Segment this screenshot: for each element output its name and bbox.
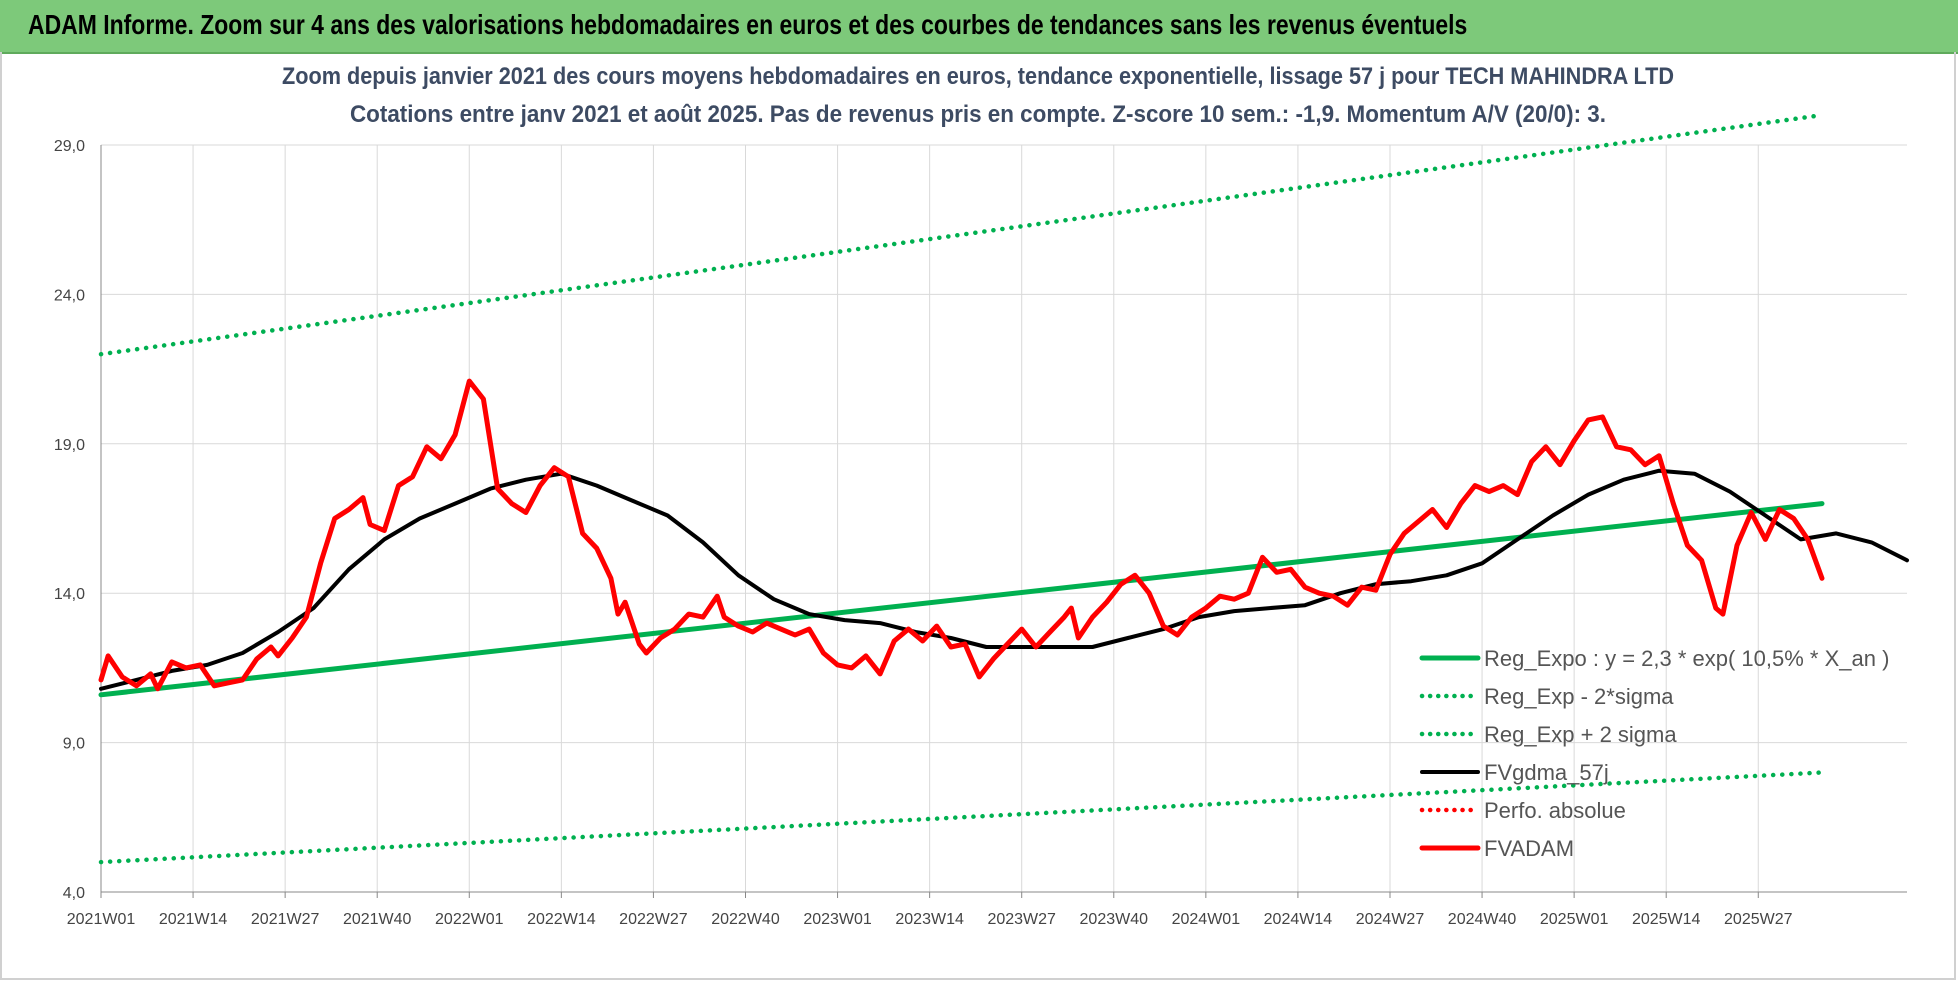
legend-label: Reg_Expo : y = 2,3 * exp( 10,5% * X_an ) <box>1484 646 1889 671</box>
x-tick-label: 2024W27 <box>1356 911 1425 928</box>
chart-frame: 4,0 9,0 14,0 19,0 24,0 29,0 2021W01 2021W14 202… <box>0 52 1956 980</box>
y-tick-label: 14,0 <box>54 586 85 603</box>
chart-title: Zoom depuis janvier 2021 des cours moyen… <box>282 63 1674 90</box>
x-tick-label: 2021W27 <box>251 911 320 928</box>
x-tick-label: 2021W01 <box>67 911 136 928</box>
y-tick-label: 29,0 <box>54 138 85 155</box>
y-axis: 4,0 9,0 14,0 19,0 24,0 29,0 <box>54 138 102 902</box>
legend-label: Perfo. absolue <box>1484 798 1626 823</box>
x-axis: 2021W01 2021W14 2021W27 2021W40 2022W01 2022W… <box>67 891 1907 928</box>
y-tick-label: 4,0 <box>63 885 85 902</box>
grid <box>100 144 1907 893</box>
series-line-2 <box>98 112 1825 357</box>
x-tick-label: 2025W14 <box>1632 911 1701 928</box>
line-chart: 4,09,014,019,024,029,0 2021W01 2021W14 202… <box>54 55 1909 928</box>
x-tick-label: 2025W27 <box>1724 911 1793 928</box>
legend-label: Reg_Exp - 2*sigma <box>1484 684 1674 709</box>
series-line-0 <box>98 501 1825 698</box>
x-tick-label: 2024W14 <box>1264 911 1333 928</box>
y-tick-label: 24,0 <box>54 287 85 304</box>
x-tick-label: 2025W01 <box>1540 911 1609 928</box>
header-banner: ADAM Informe. Zoom sur 4 ans des valoris… <box>0 0 1958 54</box>
x-tick-label: 2023W27 <box>987 911 1056 928</box>
banner-title: ADAM Informe. Zoom sur 4 ans des valoris… <box>28 9 1468 40</box>
y-tick-label: 9,0 <box>63 736 85 753</box>
series-line-5 <box>98 378 1825 692</box>
x-tick-label: 2022W01 <box>435 911 504 928</box>
series-line-1 <box>98 770 1825 865</box>
chart-subtitle: Cotations entre janv 2021 et août 2025. … <box>350 101 1606 128</box>
x-tick-label: 2021W40 <box>343 911 412 928</box>
chart-subtitle-group: Zoom depuis janvier 2021 des cours moyen… <box>274 55 1682 129</box>
x-tick-label: 2022W40 <box>711 911 780 928</box>
x-tick-label: 2023W14 <box>895 911 964 928</box>
x-tick-label: 2024W01 <box>1172 911 1241 928</box>
legend-label: FVADAM <box>1484 836 1574 861</box>
x-tick-label: 2024W40 <box>1448 911 1517 928</box>
x-tick-label: 2023W01 <box>803 911 872 928</box>
legend-label: FVgdma_57j <box>1484 760 1609 785</box>
legend: Reg_Expo : y = 2,3 * exp( 10,5% * X_an )… <box>1419 646 1889 861</box>
series-layer <box>98 112 1909 865</box>
x-tick-label: 2022W14 <box>527 911 596 928</box>
legend-label: Reg_Exp + 2 sigma <box>1484 722 1677 747</box>
x-tick-label: 2022W27 <box>619 911 688 928</box>
x-tick-label: 2023W40 <box>1080 911 1149 928</box>
x-tick-label: 2021W14 <box>159 911 228 928</box>
y-tick-label: 19,0 <box>54 437 85 454</box>
